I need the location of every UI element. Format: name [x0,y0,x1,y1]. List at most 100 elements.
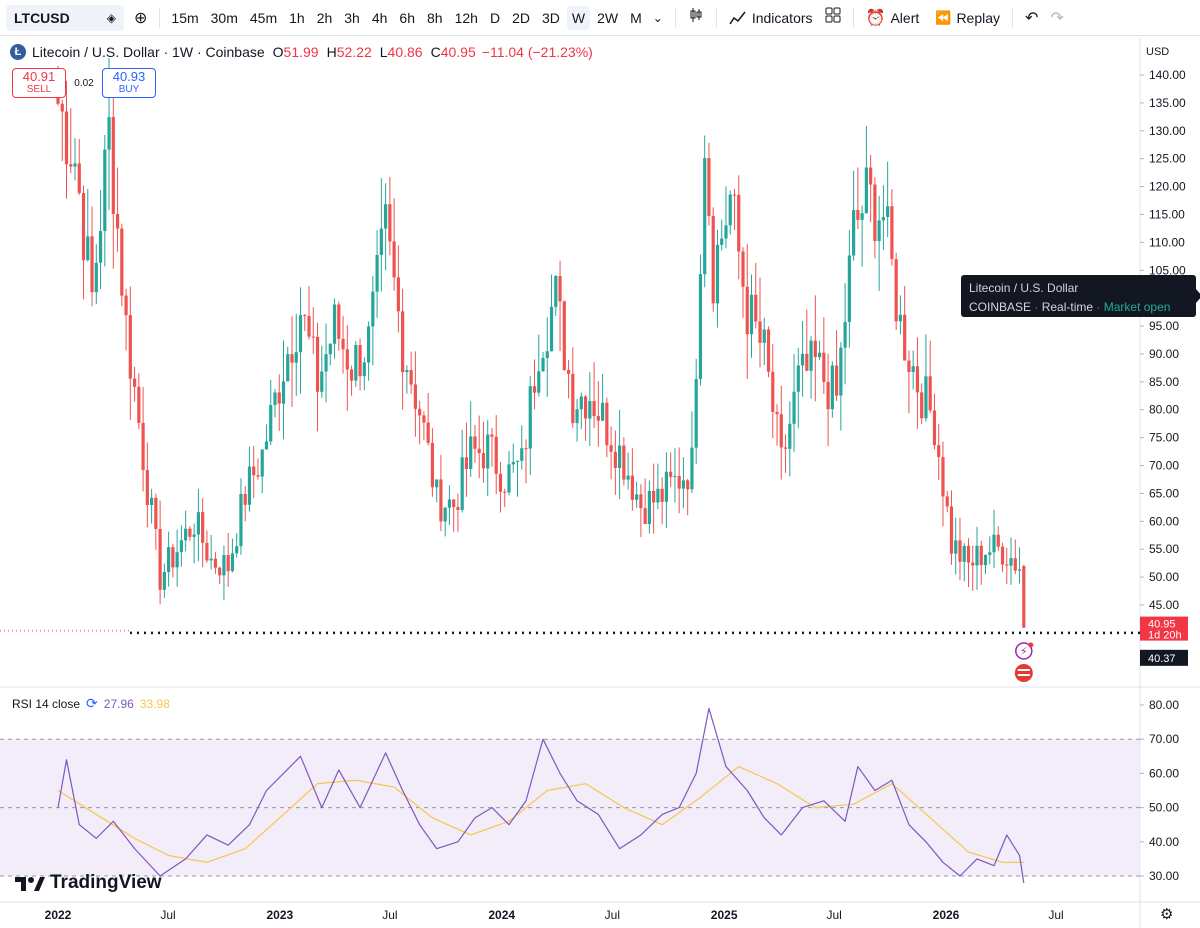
candle-body [179,540,183,553]
rsi-ma-value: 33.98 [139,696,170,711]
candle-body [494,436,498,474]
time-tick-label: Jul [826,908,841,922]
trade-buttons: 40.91 SELL 0.02 40.93 BUY [12,68,156,98]
candle-body [830,365,834,410]
symbol-search[interactable]: LTCUSD ◈ [6,4,124,31]
candle-body [473,436,477,449]
interval-30m[interactable]: 30m [210,9,238,26]
refresh-icon[interactable]: ⟳ [86,695,98,711]
candle-body [834,365,839,396]
candle-body [979,545,983,566]
rsi-value: 27.96 [103,696,134,711]
candle-body [524,448,528,450]
candle-body [583,396,588,419]
candle-body [366,326,371,363]
price-tick-label: 45.00 [1149,598,1179,612]
candle-body [975,545,979,566]
candle-body [452,499,456,508]
candle-body [209,558,213,561]
candle-body [826,381,830,410]
candlestick-icon[interactable] [682,3,710,32]
candle-body [379,228,383,256]
rsi-tick-label: 50.00 [1149,801,1179,815]
candle-body [920,392,924,419]
grid-icon[interactable] [819,3,847,32]
sell-button[interactable]: 40.91 SELL [12,68,66,98]
chevron-down-icon[interactable]: ⌄ [652,10,663,25]
candle-body [758,321,762,343]
plus-circle-icon[interactable]: ⊕ [134,9,148,27]
candle-body [69,164,73,167]
interval-m[interactable]: M [630,9,642,26]
candle-body [77,163,81,194]
interval-w[interactable]: W [566,5,591,30]
rsi-label: RSI 14 close [12,696,81,711]
candle-body [460,457,464,510]
interval-3d[interactable]: 3D [541,9,560,26]
divider [852,7,854,28]
candle-body [613,451,617,468]
candle-body [949,506,954,554]
candle-body [205,542,209,561]
candle-body [269,405,273,442]
candle-body [724,225,728,239]
alert-label: Alert [890,9,920,26]
interval-3h[interactable]: 3h [344,9,360,26]
interval-4h[interactable]: 4h [371,9,388,26]
time-tick-label: 2024 [488,908,515,922]
candle-body [490,434,494,437]
candle-body [358,345,362,377]
candle-body [941,456,945,497]
interval-2h[interactable]: 2h [316,9,333,26]
symbol-legend: Ł Litecoin / U.S. Dollar · 1W · Coinbase… [10,44,593,60]
redo-icon[interactable]: ↷ [1050,9,1064,27]
interval-d[interactable]: D [489,9,501,26]
candle-body [60,103,64,112]
rsi-tick-label: 70.00 [1149,732,1179,746]
replay-button[interactable]: ⏪ Replay [929,6,1006,30]
candle-body [890,206,894,260]
interval-45m[interactable]: 45m [249,9,278,26]
gear-icon[interactable]: ⚙ [1160,906,1174,923]
buy-button[interactable]: 40.93 BUY [102,68,156,98]
high-label: H [326,44,337,60]
undo-icon[interactable]: ↶ [1025,9,1039,27]
rsi-series [57,707,1025,884]
event-dot [1028,642,1034,648]
time-tick-label: 2025 [711,908,738,922]
candle-body [741,251,745,287]
candle-body [822,352,826,382]
divider [1012,7,1014,28]
candle-body [622,445,626,480]
candle-body [435,479,439,488]
interval-2d[interactable]: 2D [512,9,530,26]
candle-body [843,321,847,348]
alert-button[interactable]: ⏰ Alert [860,4,926,32]
candle-body [805,353,809,371]
candle-body [320,371,324,392]
candle-body [226,555,230,572]
tradingview-logo[interactable]: TradingView [14,872,162,894]
indicators-button[interactable]: Indicators [723,6,819,30]
candle-body [737,194,741,252]
candle-body [345,349,349,370]
candle-body [771,371,775,412]
currency-selector[interactable]: USD [1146,46,1170,58]
candle-body [81,193,86,261]
interval-15m[interactable]: 15m [171,9,199,26]
low-marker-line [0,630,1140,635]
interval-6h[interactable]: 6h [399,9,415,26]
interval-12h[interactable]: 12h [454,9,478,26]
interval-2w[interactable]: 2W [597,9,619,26]
candle-body [686,480,690,490]
interval-8h[interactable]: 8h [427,9,443,26]
candle-body [600,402,605,421]
candle-body [783,447,788,449]
tooltip-title: Litecoin / U.S. Dollar [969,281,1079,295]
candle-body [277,392,281,404]
interval-1h[interactable]: 1h [289,9,305,26]
candle-body [303,315,307,317]
close-value: 40.95 [440,44,476,60]
